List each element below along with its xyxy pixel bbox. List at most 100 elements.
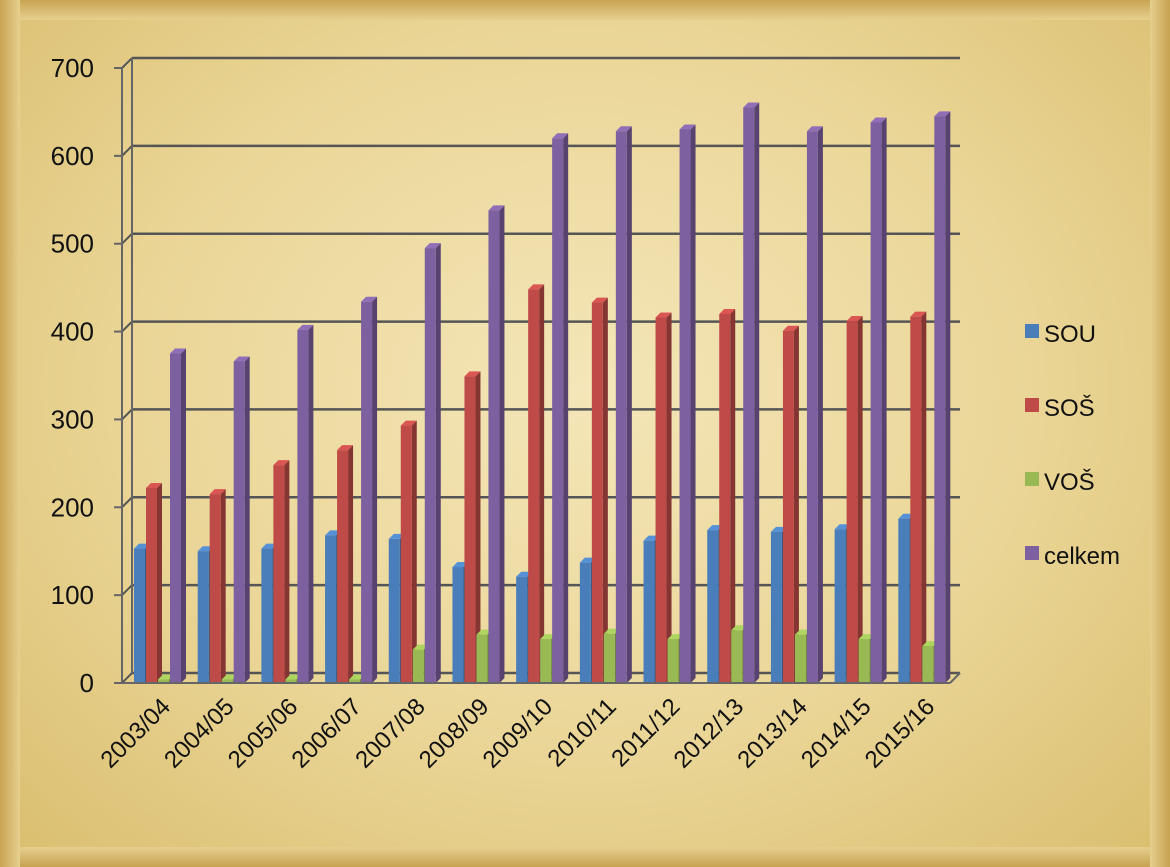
- bar-side: [857, 316, 863, 683]
- bar-top: [591, 297, 608, 303]
- bar-side: [690, 124, 696, 683]
- bar-top: [719, 309, 736, 314]
- bar-front: [361, 301, 373, 683]
- x-tick-label: 2006/07: [287, 693, 367, 773]
- bar-celkem-2015/16: [934, 111, 951, 684]
- bar-soš-2007/08: [400, 420, 417, 683]
- x-tick-label: 2015/16: [860, 693, 940, 773]
- bar-top: [424, 243, 441, 249]
- bar-front: [834, 529, 846, 683]
- bar-top: [655, 312, 672, 318]
- bar-top: [361, 296, 378, 302]
- bar-top: [870, 117, 887, 123]
- bar-soš-2014/15: [846, 316, 863, 683]
- bar-front: [146, 487, 157, 683]
- y-tick-label: 300: [51, 404, 94, 434]
- bar-side: [539, 284, 545, 683]
- legend-label-soš: SOŠ: [1044, 394, 1095, 422]
- legend-swatch-sou: [1025, 324, 1039, 338]
- bar-side: [626, 126, 632, 683]
- bar-top: [910, 311, 927, 317]
- bar-top: [934, 111, 951, 117]
- bar-celkem-2005/06: [297, 324, 314, 683]
- y-tick-label: 400: [51, 317, 94, 347]
- bar-top: [846, 316, 863, 322]
- legend-swatch-soš: [1025, 398, 1039, 412]
- legend-label-celkem: celkem: [1044, 543, 1120, 570]
- bar-front: [273, 465, 285, 683]
- bar-side: [730, 309, 736, 683]
- gridline-connector: [121, 233, 133, 245]
- bar-front: [707, 530, 719, 683]
- bar-front: [552, 138, 564, 684]
- bar-front: [158, 679, 169, 683]
- gridline-connector: [121, 584, 133, 596]
- bar-soš-2012/13: [719, 309, 736, 683]
- bar-front: [579, 562, 591, 683]
- bar-front: [297, 329, 309, 683]
- x-tick-label: 2004/05: [159, 693, 239, 773]
- bar-top: [552, 133, 569, 139]
- x-tick-label: 2009/10: [478, 693, 558, 773]
- bar-soš-2010/11: [591, 297, 608, 683]
- bar-soš-2013/14: [782, 325, 799, 683]
- bar-celkem-2008/09: [488, 205, 505, 684]
- bar-soš-2015/16: [910, 311, 927, 683]
- bar-side: [244, 356, 250, 683]
- y-tick-label: 500: [51, 229, 94, 259]
- y-tick-label: 100: [51, 580, 94, 610]
- bar-front: [349, 679, 361, 683]
- bar-side: [945, 111, 951, 684]
- legend: SOU SOŠ VOŠ celkem: [1025, 321, 1120, 570]
- bar-front: [424, 248, 436, 683]
- gridline-connector: [121, 496, 133, 508]
- bar-front: [528, 289, 540, 683]
- bar-top: [464, 371, 481, 377]
- bar-top: [806, 126, 823, 132]
- bar-side: [793, 325, 799, 683]
- bar-celkem-2014/15: [870, 117, 887, 683]
- bar-front: [134, 548, 145, 683]
- bar-front: [603, 633, 615, 683]
- bar-soš-2006/07: [337, 445, 354, 683]
- bar-front: [261, 548, 273, 683]
- bar-front: [794, 634, 806, 683]
- bar-top: [400, 420, 417, 426]
- bar-top: [528, 284, 545, 290]
- bar-top: [233, 356, 250, 362]
- bar-top: [679, 124, 696, 130]
- bar-front: [221, 679, 233, 683]
- gridline-connector: [121, 57, 133, 69]
- bar-front: [846, 321, 858, 683]
- bar-front: [488, 210, 500, 684]
- bar-front: [233, 361, 245, 683]
- bar-side: [881, 117, 887, 683]
- bar-front: [412, 649, 424, 683]
- x-tick-label: 2013/14: [732, 693, 812, 773]
- bar-front: [325, 535, 337, 683]
- bar-top: [297, 324, 314, 330]
- x-tick-label: 2003/04: [95, 693, 175, 773]
- frame-bevel-bottom: [0, 847, 1170, 867]
- bar-side: [284, 460, 290, 683]
- bar-front: [337, 450, 349, 683]
- bars: [134, 102, 951, 684]
- frame-bevel-top: [0, 0, 1170, 20]
- bar-side: [921, 311, 927, 683]
- legend-swatch-celkem: [1025, 546, 1039, 560]
- x-tick-label: 2007/08: [350, 693, 430, 773]
- x-axis-corner: [949, 672, 961, 684]
- legend-swatch-voš: [1025, 472, 1039, 486]
- bar-side: [602, 297, 608, 683]
- bar-front: [655, 317, 667, 683]
- bar-front: [922, 646, 934, 683]
- bar-front: [643, 540, 655, 683]
- bar-celkem-2003/04: [170, 348, 186, 683]
- legend-label-voš: VOŠ: [1044, 468, 1095, 496]
- x-tick-label: 2014/15: [796, 693, 876, 773]
- bar-front: [719, 314, 731, 683]
- gridline-connector: [121, 145, 133, 157]
- bar-front: [743, 107, 755, 684]
